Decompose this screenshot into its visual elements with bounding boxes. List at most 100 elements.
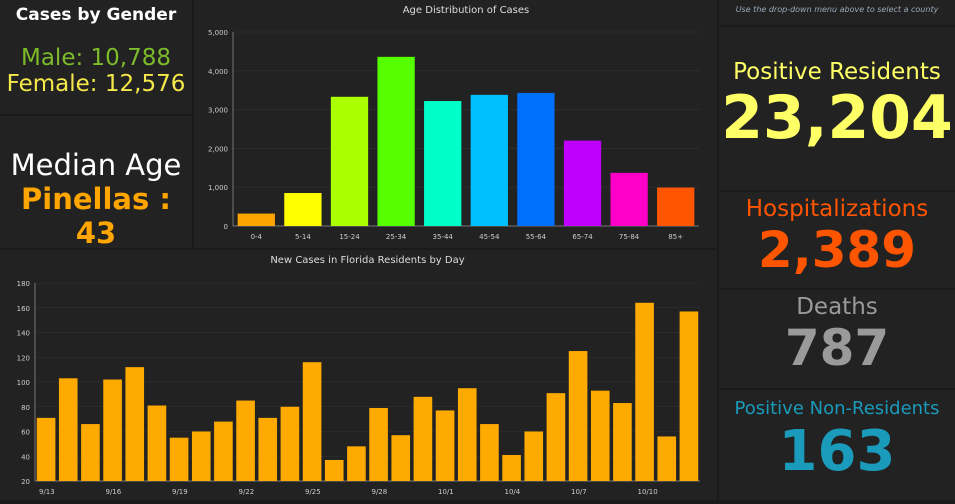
bar-35-44 (424, 101, 462, 226)
y-tick-label: 5,000 (208, 29, 228, 37)
bar-10/12 (679, 311, 699, 481)
x-tick-label: 25-34 (386, 233, 407, 241)
positive-value: 23,204 (721, 83, 953, 153)
bar-0-4 (237, 213, 275, 226)
hosp-value: 2,389 (757, 221, 917, 279)
bar-10/4 (502, 455, 521, 481)
bar-9/13 (36, 417, 56, 481)
bar-9/15 (81, 424, 100, 481)
bar-15-24 (330, 96, 369, 227)
bar-10/1 (435, 410, 455, 481)
y-tick-label: 2,000 (208, 145, 228, 153)
bar-55-64 (517, 92, 555, 226)
x-tick-label: 9/16 (106, 488, 122, 496)
bar-10/10 (635, 302, 654, 481)
median-age-title: Median Age (10, 148, 182, 182)
x-tick-label: 9/13 (39, 488, 55, 496)
x-tick-label: 55-64 (526, 233, 547, 241)
daily-cases-chart: New Cases in Florida Residents by Day 20 4… (0, 250, 717, 500)
bar-9/23 (258, 417, 278, 481)
bar-10/3 (480, 424, 499, 481)
bar-9/19 (169, 437, 189, 481)
non-residents-panel: Positive Non-Residents 163 (719, 390, 955, 500)
bar-10/11 (657, 436, 677, 481)
y-tick-label: 1,000 (208, 184, 228, 192)
y-tick-label: 20 (21, 478, 30, 486)
y-tick-label: 120 (17, 354, 30, 362)
x-tick-label: 10/7 (571, 488, 587, 496)
bar-9/29 (391, 435, 411, 481)
bar-10/5 (524, 431, 544, 481)
positive-residents-panel: Positive Residents 23,204 (719, 27, 955, 190)
y-tick-label: 160 (17, 305, 30, 313)
bar-85+ (657, 187, 695, 226)
bar-10/8 (590, 390, 610, 481)
bar-65-74 (563, 140, 602, 226)
bar-9/22 (236, 400, 255, 481)
median-age-value: Pinellas : 43 (21, 182, 171, 250)
county-hint: Use the drop-down menu above to select a… (719, 0, 955, 25)
x-tick-label: 35-44 (433, 233, 454, 241)
bar-9/30 (413, 396, 433, 481)
y-tick-label: 0 (224, 223, 228, 231)
bar-9/16 (103, 379, 122, 481)
y-tick-label: 4,000 (208, 68, 228, 76)
bar-10/9 (613, 403, 632, 481)
age-distribution-chart: Age Distribution of Cases 0 1,000 2,000 3,00… (194, 0, 717, 248)
positive-label: Positive Residents (733, 59, 941, 85)
x-tick-label: 9/19 (172, 488, 188, 496)
x-tick-label: 10/1 (438, 488, 454, 496)
bar-10/2 (457, 388, 477, 481)
nonres-value: 163 (778, 419, 896, 484)
bar-9/26 (324, 459, 344, 481)
deaths-panel: Deaths 787 (719, 290, 955, 388)
x-tick-label: 9/22 (239, 488, 255, 496)
hint-text: Use the drop-down menu above to select a… (735, 5, 939, 14)
hospitalizations-panel: Hospitalizations 2,389 (719, 192, 955, 288)
x-tick-label: 15-24 (339, 233, 360, 241)
x-tick-label: 10/10 (638, 488, 658, 496)
bar-75-84 (610, 172, 648, 226)
bar-9/25 (302, 362, 322, 481)
bar-9/24 (280, 406, 300, 481)
bar-9/27 (347, 446, 366, 481)
y-tick-label: 3,000 (208, 107, 228, 115)
bar-45-54 (470, 94, 508, 226)
bar-9/14 (58, 378, 78, 481)
x-tick-label: 75-84 (619, 233, 640, 241)
hosp-label: Hospitalizations (745, 196, 929, 222)
x-tick-label: 10/4 (505, 488, 521, 496)
deaths-value: 787 (784, 319, 890, 377)
bar-9/21 (214, 421, 233, 481)
y-tick-label: 180 (17, 280, 30, 288)
bar-9/17 (125, 367, 145, 481)
median-age-panel: Median Age Pinellas : 43 (0, 116, 192, 250)
female-count: Female: 12,576 (6, 71, 186, 97)
male-count: Male: 10,788 (20, 45, 172, 71)
gender-panel: Cases by Gender Male: 10,788 Female: 12,… (0, 0, 192, 114)
bar-5-14 (284, 193, 322, 226)
bar-9/20 (191, 431, 211, 481)
y-tick-label: 40 (21, 453, 30, 461)
bar-9/18 (147, 405, 167, 481)
x-tick-label: 9/28 (372, 488, 388, 496)
nonres-label: Positive Non-Residents (734, 398, 940, 419)
y-tick-label: 100 (17, 379, 30, 387)
y-tick-label: 140 (17, 330, 30, 338)
deaths-label: Deaths (796, 294, 878, 320)
x-tick-label: 85+ (668, 233, 683, 241)
chart-title: Age Distribution of Cases (403, 5, 530, 16)
bar-10/7 (568, 351, 588, 481)
y-tick-label: 80 (21, 404, 30, 412)
bar-9/28 (369, 407, 388, 481)
x-tick-label: 65-74 (572, 233, 593, 241)
chart-title: New Cases in Florida Residents by Day (270, 255, 464, 266)
bar-10/6 (546, 393, 566, 481)
bar-25-34 (377, 56, 415, 226)
gender-title: Cases by Gender (15, 5, 177, 25)
x-tick-label: 9/25 (305, 488, 321, 496)
y-tick-label: 60 (21, 429, 30, 437)
x-tick-label: 45-54 (479, 233, 500, 241)
x-tick-label: 5-14 (295, 233, 311, 241)
x-tick-label: 0-4 (251, 233, 263, 241)
